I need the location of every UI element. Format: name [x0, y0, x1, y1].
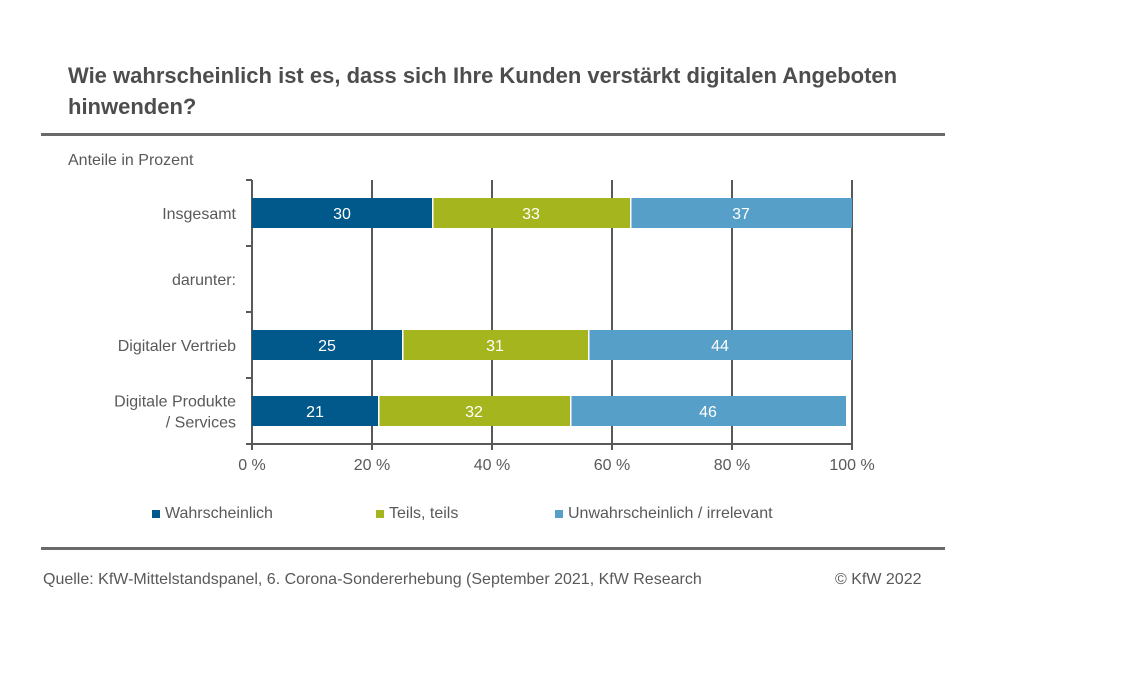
- bar-segment: [433, 198, 630, 228]
- data-label: 44: [711, 338, 729, 355]
- category-labels: Insgesamt darunter: Digitaler Vertrieb Digi…: [114, 206, 236, 432]
- legend-item-teils-teils: Teils, teils: [376, 505, 458, 523]
- category-label: / Services: [166, 415, 236, 432]
- bar-segment: [571, 396, 846, 426]
- bar-segment: [631, 198, 852, 228]
- category-label: Digitaler Vertrieb: [118, 338, 236, 355]
- stacked-bar-chart: 30 33 37 25 31 44 21 32 46 Insgesamt darunter: Dig…: [114, 179, 875, 474]
- legend-label: Teils, teils: [389, 505, 459, 522]
- legend-label: Wahrscheinlich: [165, 505, 273, 522]
- x-tick-label: 0 %: [238, 457, 266, 474]
- x-tick-label: 40 %: [474, 457, 510, 474]
- bars: 30 33 37 25 31 44 21 32 46: [252, 198, 852, 426]
- data-label: 30: [333, 206, 351, 223]
- category-label: Insgesamt: [162, 206, 236, 223]
- legend-item-unwahrscheinlich: Unwahrscheinlich / irrelevant: [555, 505, 773, 523]
- category-label: darunter:: [172, 272, 236, 289]
- top-divider: [41, 133, 945, 136]
- category-label: Digitale Produkte: [114, 394, 236, 411]
- legend-swatch: [152, 510, 160, 518]
- bar-segment: [252, 198, 432, 228]
- data-label: 31: [486, 338, 504, 355]
- data-label: 33: [522, 206, 540, 223]
- chart-title: Wie wahrscheinlich ist es, dass sich Ihr…: [68, 63, 898, 119]
- data-label: 46: [699, 404, 717, 421]
- source-note: Quelle: KfW-Mittelstandspanel, 6. Corona…: [43, 571, 702, 588]
- bar-segment: [252, 396, 378, 426]
- copyright-note: © KfW 2022: [835, 571, 922, 588]
- legend-swatch: [555, 510, 563, 518]
- x-tick-label: 100 %: [829, 457, 874, 474]
- bar-segment: [379, 396, 570, 426]
- legend-swatch: [376, 510, 384, 518]
- x-tick-label: 60 %: [594, 457, 630, 474]
- data-label: 25: [318, 338, 336, 355]
- data-label: 37: [732, 206, 750, 223]
- data-label: 32: [465, 404, 483, 421]
- data-label: 21: [306, 404, 324, 421]
- x-tick-label: 80 %: [714, 457, 750, 474]
- bar-segment: [403, 330, 588, 360]
- chart-subtitle: Anteile in Prozent: [68, 152, 194, 169]
- x-tick-label: 20 %: [354, 457, 390, 474]
- bottom-divider: [41, 547, 945, 550]
- x-tick-labels: 0 % 20 % 40 % 60 % 80 % 100 %: [238, 457, 874, 474]
- legend-item-wahrscheinlich: Wahrscheinlich: [152, 505, 273, 523]
- legend-label: Unwahrscheinlich / irrelevant: [568, 505, 773, 522]
- bar-segment: [252, 330, 402, 360]
- bar-segment: [589, 330, 852, 360]
